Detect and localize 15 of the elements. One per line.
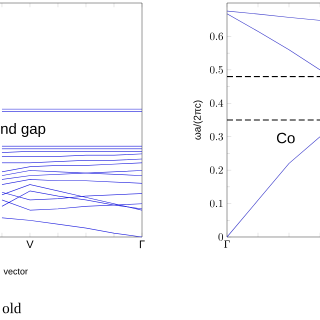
y-tick-label: 0. 1 bbox=[210, 200, 223, 208]
y-tick-label: 0.5 bbox=[210, 66, 223, 74]
x-tick-label: V bbox=[26, 240, 34, 248]
y-tick-label: 0.4 bbox=[210, 99, 224, 108]
annotation: Co bbox=[276, 132, 295, 144]
x-tick-label: Γ bbox=[224, 240, 230, 248]
y-tick-label: 0.3 bbox=[210, 132, 224, 140]
y-tick-label: 0 bbox=[218, 233, 224, 241]
x-tick-label: Γ bbox=[140, 240, 145, 248]
y-tick-label: 0.6 bbox=[210, 32, 224, 40]
y-tick-label: 0.2 bbox=[210, 166, 223, 174]
text: old bbox=[2, 302, 22, 314]
x-axis-title: vector bbox=[4, 268, 28, 274]
y-axis-title: ωa/(2πc) bbox=[193, 100, 203, 140]
annotation: nd gap bbox=[1, 123, 46, 137]
